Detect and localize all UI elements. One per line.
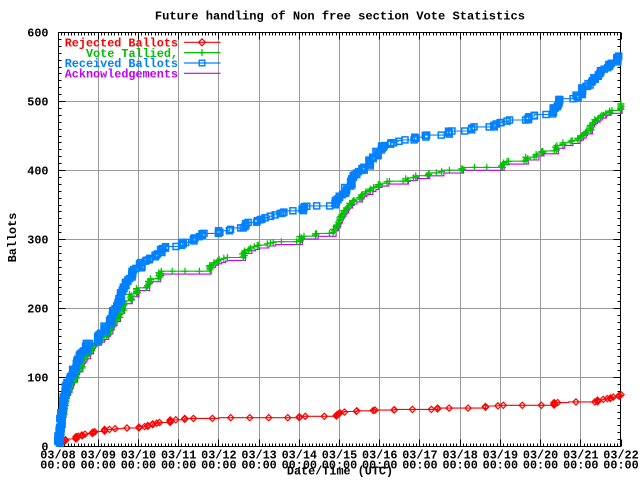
svg-text:00:00: 00:00 — [282, 459, 317, 473]
svg-text:Received Ballots: Received Ballots — [65, 57, 178, 71]
svg-text:00:00: 00:00 — [121, 459, 156, 473]
svg-text:Vote Tallied,: Vote Tallied, — [86, 47, 178, 61]
svg-text:200: 200 — [27, 303, 48, 317]
svg-text:00:00: 00:00 — [402, 459, 437, 473]
svg-text:03/16: 03/16 — [362, 449, 397, 463]
svg-text:03/08: 03/08 — [40, 449, 75, 463]
svg-text:400: 400 — [27, 165, 48, 179]
svg-text:03/10: 03/10 — [121, 449, 156, 463]
svg-text:Acknowledgements: Acknowledgements — [65, 68, 178, 82]
svg-text:300: 300 — [27, 234, 48, 248]
svg-text:00:00: 00:00 — [241, 459, 276, 473]
svg-text:0: 0 — [41, 441, 48, 455]
svg-text:03/13: 03/13 — [241, 449, 276, 463]
svg-text:00:00: 00:00 — [161, 459, 196, 473]
svg-text:Ballots: Ballots — [6, 213, 20, 263]
svg-text:00:00: 00:00 — [40, 459, 75, 473]
svg-text:600: 600 — [27, 27, 48, 41]
svg-text:03/14: 03/14 — [282, 449, 317, 463]
svg-text:03/12: 03/12 — [201, 449, 236, 463]
svg-text:Future handling of Non free se: Future handling of Non free section Vote… — [155, 10, 525, 24]
svg-text:00:00: 00:00 — [603, 459, 638, 473]
svg-text:03/11: 03/11 — [161, 449, 196, 463]
svg-text:00:00: 00:00 — [322, 459, 357, 473]
svg-text:03/20: 03/20 — [523, 449, 558, 463]
svg-text:03/19: 03/19 — [483, 449, 518, 463]
svg-text:03/18: 03/18 — [442, 449, 477, 463]
svg-text:00:00: 00:00 — [483, 459, 518, 473]
svg-text:00:00: 00:00 — [362, 459, 397, 473]
svg-text:100: 100 — [27, 372, 48, 386]
svg-text:03/21: 03/21 — [563, 449, 598, 463]
svg-text:03/09: 03/09 — [81, 449, 116, 463]
svg-text:00:00: 00:00 — [81, 459, 116, 473]
svg-text:03/17: 03/17 — [402, 449, 437, 463]
svg-text:00:00: 00:00 — [523, 459, 558, 473]
svg-text:00:00: 00:00 — [442, 459, 477, 473]
svg-text:00:00: 00:00 — [201, 459, 236, 473]
svg-text:00:00: 00:00 — [563, 459, 598, 473]
svg-text:03/22: 03/22 — [603, 449, 638, 463]
svg-text:03/15: 03/15 — [322, 449, 357, 463]
svg-text:Date/Time (UTC): Date/Time (UTC) — [287, 465, 393, 479]
svg-text:Rejected Ballots: Rejected Ballots — [65, 37, 178, 51]
svg-text:500: 500 — [27, 96, 48, 110]
